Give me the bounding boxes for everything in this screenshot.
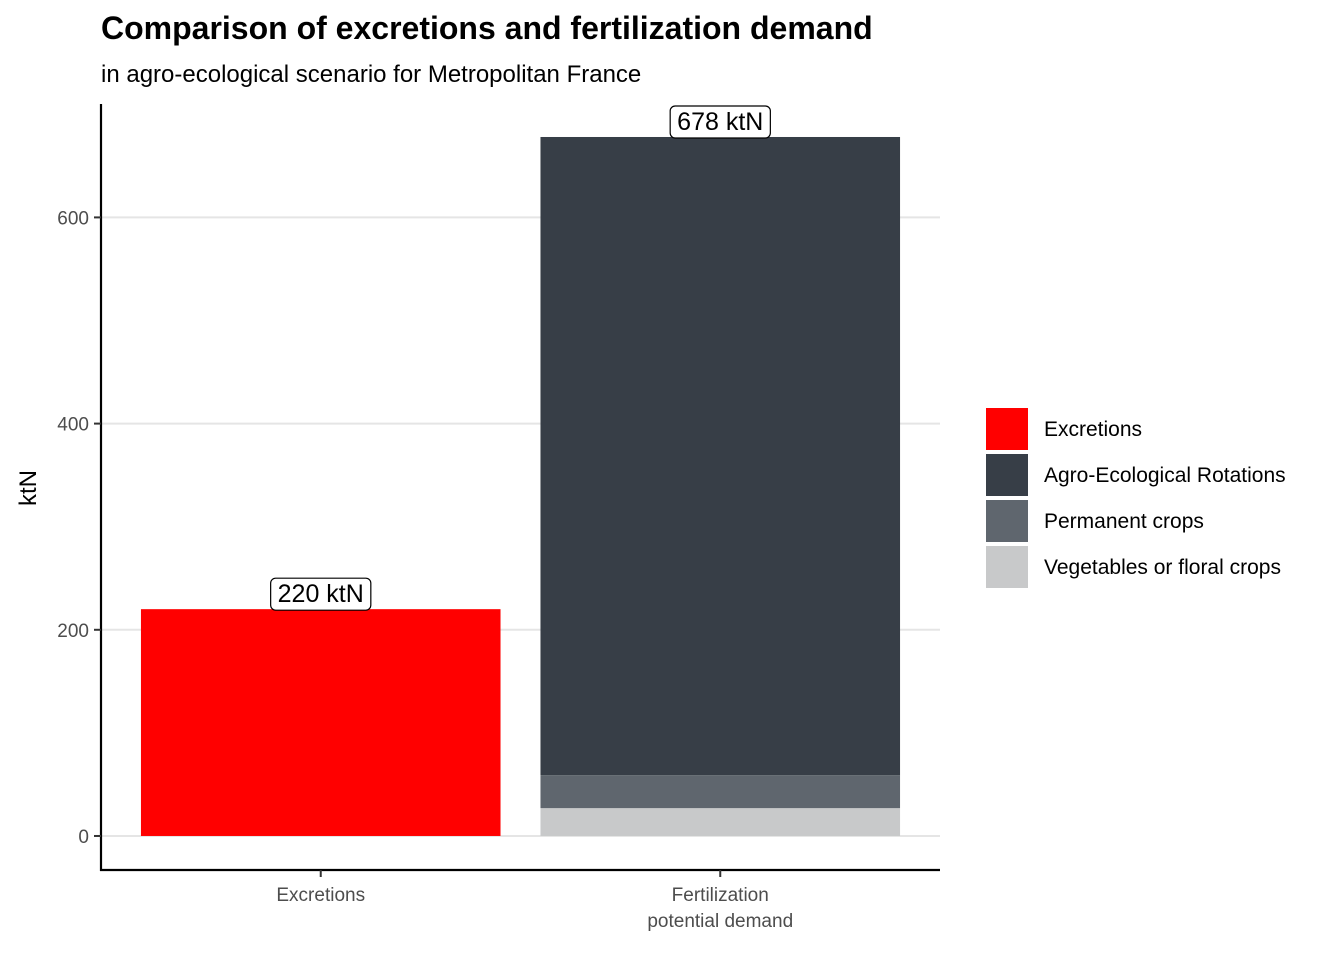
data-labels: 220 ktN 678 ktN [270, 105, 771, 611]
y-tick-label-0: 0 [78, 827, 89, 848]
y-tick-label-200: 200 [57, 621, 89, 642]
legend-label-3: Vegetables or floral crops [1044, 556, 1281, 579]
legend-item-0: Excretions [986, 408, 1142, 450]
total-label-text-0: 220 ktN [278, 580, 364, 608]
axes [94, 104, 940, 877]
legend-key-2 [986, 500, 1028, 542]
x-tick-label-1: Fertilization potential demand [647, 885, 793, 932]
legend-item-2: Permanent crops [986, 500, 1204, 542]
legend-label-0: Excretions [1044, 418, 1142, 441]
y-tick-labels: 0 200 400 600 [57, 208, 89, 848]
y-tick-label-400: 400 [57, 415, 89, 436]
total-label-box-0 [270, 577, 372, 611]
bar-0-series-0 [140, 609, 501, 836]
y-axis-title: ktN [15, 470, 42, 506]
bars [140, 136, 901, 836]
legend-label-2: Permanent crops [1044, 510, 1204, 533]
total-label-1: 678 ktN [669, 105, 771, 139]
legend-key-0 [986, 408, 1028, 450]
bar-1-series-1 [540, 136, 901, 776]
legend-key-3 [986, 546, 1028, 588]
y-tick-label-600: 600 [57, 208, 89, 229]
bar-1-series-3 [540, 808, 901, 836]
total-label-text-1: 678 ktN [677, 108, 763, 136]
x-tick-label-1-line-1: potential demand [647, 911, 793, 932]
x-tick-label-1-line-0: Fertilization [672, 885, 769, 906]
legend-item-3: Vegetables or floral crops [986, 546, 1281, 588]
x-tick-labels: Excretions Fertilization potential demand [276, 885, 793, 932]
bar-1-series-2 [540, 775, 901, 809]
x-tick-label-0-line-0: Excretions [276, 885, 365, 906]
chart-subtitle: in agro-ecological scenario for Metropol… [101, 61, 641, 88]
legend-item-1: Agro-Ecological Rotations [986, 454, 1286, 496]
legend-label-1: Agro-Ecological Rotations [1044, 464, 1286, 487]
total-label-box-1 [669, 105, 771, 139]
total-label-0: 220 ktN [270, 577, 372, 611]
x-tick-label-0: Excretions [276, 885, 365, 906]
legend: Excretions Agro-Ecological Rotations Perma… [986, 408, 1286, 588]
chart-title: Comparison of excretions and fertilizati… [101, 10, 873, 46]
legend-key-1 [986, 454, 1028, 496]
